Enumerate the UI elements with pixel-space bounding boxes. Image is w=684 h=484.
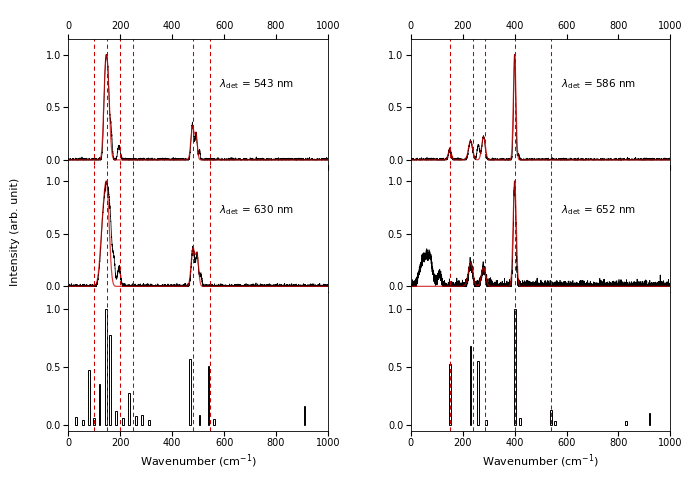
Bar [648, 413, 650, 425]
Bar [122, 418, 124, 425]
Bar [208, 366, 209, 425]
Bar [477, 361, 479, 425]
Bar [519, 418, 521, 425]
Bar [109, 334, 111, 425]
Bar [304, 407, 305, 425]
Bar [625, 422, 627, 425]
Bar [94, 418, 95, 425]
Bar [129, 393, 130, 425]
Bar [116, 411, 118, 425]
Bar [213, 419, 215, 425]
Bar [148, 420, 150, 425]
Bar [82, 420, 83, 425]
Bar [554, 422, 556, 425]
Text: Intensity (arb. unit): Intensity (arb. unit) [10, 178, 21, 287]
Bar [135, 416, 137, 425]
Text: $\lambda_\mathrm{det}$ = 586 nm: $\lambda_\mathrm{det}$ = 586 nm [562, 77, 636, 91]
Bar [189, 359, 192, 425]
Text: $\lambda_\mathrm{det}$ = 630 nm: $\lambda_\mathrm{det}$ = 630 nm [219, 203, 294, 217]
Bar [98, 384, 101, 425]
Bar [198, 414, 200, 425]
Bar [75, 417, 77, 425]
X-axis label: Wavenumber (cm$^{-1}$): Wavenumber (cm$^{-1}$) [140, 453, 256, 470]
Bar [449, 363, 451, 425]
X-axis label: Wavenumber (cm$^{-1}$): Wavenumber (cm$^{-1}$) [482, 453, 599, 470]
Bar [485, 420, 487, 425]
Bar [88, 370, 90, 425]
Bar [105, 309, 107, 425]
Bar [550, 410, 552, 425]
Bar [470, 346, 471, 425]
Text: $\lambda_\mathrm{det}$ = 543 nm: $\lambda_\mathrm{det}$ = 543 nm [219, 77, 294, 91]
Bar [142, 414, 143, 425]
Bar [514, 309, 516, 425]
Text: $\lambda_\mathrm{det}$ = 652 nm: $\lambda_\mathrm{det}$ = 652 nm [562, 203, 636, 217]
